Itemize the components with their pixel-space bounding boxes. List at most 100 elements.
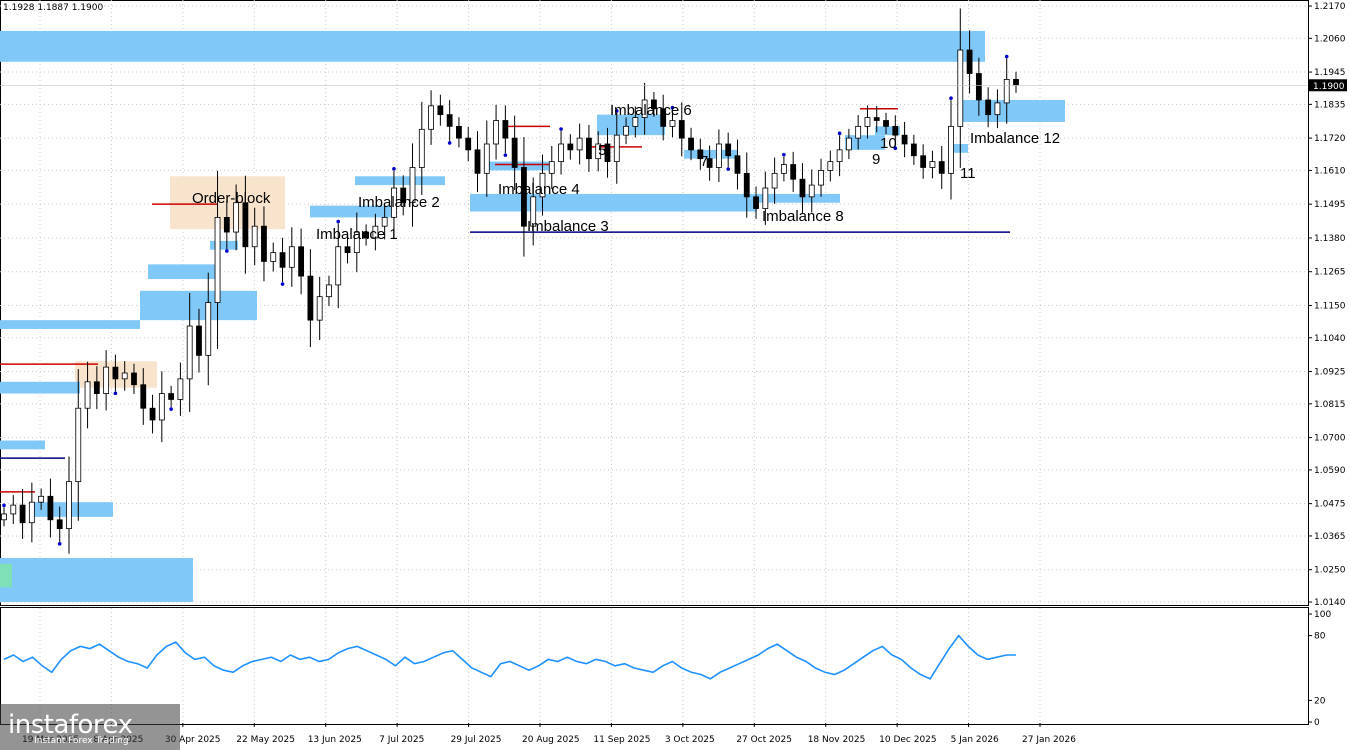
candle-body [483,143,490,174]
price-tick-label: 1.1945 [1314,68,1346,78]
fractal-marker [1004,54,1009,59]
candle-body [855,125,862,139]
time-tick-label: 10 Dec 2025 [879,735,937,745]
zones-layer [0,30,1065,602]
price-tick-label: 1.0250 [1314,566,1346,576]
zone-imbalance-1 [310,205,393,218]
annotation-11: 11 [960,165,976,182]
candle-body [994,102,1001,116]
instaforex-watermark: instaforex Instant Forex Trading [0,704,180,750]
candle-body [753,196,759,209]
candle-body [437,105,444,116]
candle-body [121,372,128,380]
candle-body [1003,78,1010,104]
time-tick-label: 13 Jun 2025 [308,735,362,745]
price-tick-label: 1.0140 [1314,598,1346,608]
candle-body [428,105,434,130]
price-tick-label: 1.0590 [1314,466,1346,476]
time-tick-label: 30 Apr 2025 [165,735,221,745]
time-tick-label: 27 Jan 2026 [1022,735,1076,745]
candle-body [660,108,667,127]
candle-body [901,134,908,145]
time-tick-label: 7 Jul 2025 [379,735,424,745]
main-frame [0,0,1309,606]
annotation-imbalance-3: Imbalance 3 [527,218,609,235]
fractal-marker [57,542,62,546]
candle-body [771,172,778,189]
price-tick-label: 1.1265 [1314,268,1346,278]
annotation-imbalance-2: Imbalance 2 [358,194,440,211]
candle-body [669,120,676,127]
fractal-marker [280,282,285,286]
zone-imbalance-3 [470,193,757,212]
candle-body [10,504,17,515]
candle-body [326,284,332,298]
candle-body [762,187,769,209]
price-tick-label: 1.1610 [1314,166,1346,176]
candle-body [966,49,973,74]
price-tick-label: 1.1720 [1314,134,1346,144]
fractal-marker [893,146,898,151]
candle-body [372,225,379,239]
fractal-marker [726,167,730,171]
candle-body [864,117,871,127]
price-tick-label: 1.1495 [1314,200,1346,210]
candle-body [985,99,992,116]
candle-body [688,137,694,151]
candle-body [948,125,954,174]
candle-body [474,149,481,174]
candle-body [288,246,295,268]
levels-layer [0,108,1010,493]
rsi-tick-label: 20 [1314,696,1326,706]
candle-body [715,143,722,168]
fractal-marker [949,96,953,101]
candle-body [186,325,193,380]
candle-body [883,120,889,127]
fractal-marker [559,127,563,131]
candle-body [307,275,314,321]
candle-body [38,495,45,503]
fractal-marker [837,131,842,136]
candle-body [586,137,592,160]
candle-body [261,225,267,262]
price-tick-label: 1.1835 [1314,100,1346,110]
price-tick-label: 1.0925 [1314,368,1346,378]
candle-body [790,164,797,180]
annotation-imbalance-8: Imbalance 8 [762,208,844,225]
candle-body [75,407,82,483]
candle-body [112,366,119,380]
candle-body [836,149,843,163]
candle-body [558,143,564,163]
zone-blue [148,264,217,280]
annotation-imbalance-4: Imbalance 4 [498,181,580,198]
zone-blue [0,320,140,329]
candle-body [205,302,212,356]
candle-body [251,225,258,248]
rsi-panel: 100 80 20 0 [0,607,1331,728]
candle-body [409,167,416,204]
candle-body [511,137,518,168]
time-tick-label: 3 Oct 2025 [665,735,715,745]
fractal-marker [169,407,173,411]
candle-body [84,381,91,409]
candle-body [381,216,388,227]
price-tick-label: 1.2170 [1314,2,1346,12]
zone-7 [684,149,737,159]
time-tick-label: 11 Sep 2025 [593,735,650,745]
price-tick-label: 1.2060 [1314,34,1346,44]
rsi-line [3,634,1016,680]
candle-body [938,161,945,174]
annotation-10: 10 [880,135,897,152]
ohlc-header: 1.1928 1.1887 1.1900 [3,3,104,13]
zone-blue [0,30,985,62]
annotation-imbalance-6: Imbalance 6 [610,102,692,119]
candle-body [576,137,583,151]
candle-body [1,513,7,521]
candle-body [780,164,787,174]
candle-body [223,216,230,233]
rsi-tick-label: 100 [1314,610,1331,620]
candle-body [595,143,602,160]
candle-body [929,161,936,168]
